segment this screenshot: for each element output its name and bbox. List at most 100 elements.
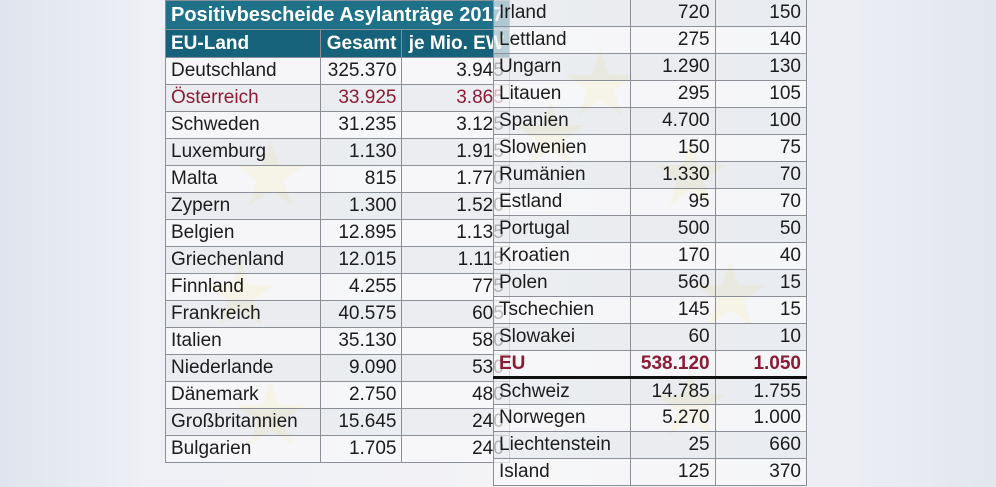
cell-total: 9.090 bbox=[319, 354, 403, 382]
cell-country: Luxemburg bbox=[165, 138, 321, 166]
cell-country: Italien bbox=[165, 327, 321, 355]
table-row: Polen 560 15 bbox=[493, 269, 808, 297]
table-row: Finnland 4.255 775 bbox=[165, 273, 510, 301]
cell-total: 275 bbox=[629, 26, 716, 54]
cell-country: Liechtenstein bbox=[493, 431, 631, 459]
cell-total: 12.895 bbox=[319, 219, 403, 247]
cell-total: 14.785 bbox=[629, 377, 716, 405]
table-row: Estland 95 70 bbox=[493, 188, 808, 216]
cell-country: Slowakei bbox=[493, 323, 631, 351]
cell-per-million: 1.050 bbox=[714, 350, 808, 379]
cell-country: Tschechien bbox=[493, 296, 631, 324]
cell-country: EU bbox=[493, 350, 631, 379]
cell-total: 95 bbox=[629, 188, 716, 216]
cell-per-million: 75 bbox=[714, 134, 808, 162]
cell-per-million: 660 bbox=[714, 431, 808, 459]
cell-total: 12.015 bbox=[319, 246, 403, 274]
cell-total: 5.270 bbox=[629, 404, 716, 432]
cell-country: Schweden bbox=[165, 111, 321, 139]
table-row: Österreich 33.925 3.865 bbox=[165, 84, 510, 112]
cell-country: Bulgarien bbox=[165, 435, 321, 463]
cell-country: Lettland bbox=[493, 26, 631, 54]
cell-total: 31.235 bbox=[319, 111, 403, 139]
cell-total: 325.370 bbox=[319, 57, 403, 85]
table-row: Luxemburg 1.130 1.915 bbox=[165, 138, 510, 166]
cell-per-million: 1.755 bbox=[714, 377, 808, 405]
cell-total: 1.330 bbox=[629, 161, 716, 189]
table-row: Bulgarien 1.705 240 bbox=[165, 435, 510, 463]
table-row: Griechenland 12.015 1.115 bbox=[165, 246, 510, 274]
cell-country: Portugal bbox=[493, 215, 631, 243]
cell-per-million: 15 bbox=[714, 296, 808, 324]
table-row: Großbritannien 15.645 240 bbox=[165, 408, 510, 436]
cell-total: 4.255 bbox=[319, 273, 403, 301]
table-row: Kroatien 170 40 bbox=[493, 242, 808, 270]
cell-per-million: 100 bbox=[714, 107, 808, 135]
table-row: Portugal 500 50 bbox=[493, 215, 808, 243]
table-row: Deutschland 325.370 3.945 bbox=[165, 57, 510, 85]
cell-per-million: 15 bbox=[714, 269, 808, 297]
cell-country: Belgien bbox=[165, 219, 321, 247]
cell-country: Großbritannien bbox=[165, 408, 321, 436]
table-row: Tschechien 145 15 bbox=[493, 296, 808, 324]
cell-total: 33.925 bbox=[319, 84, 403, 112]
cell-total: 720 bbox=[629, 0, 716, 27]
cell-total: 25 bbox=[629, 431, 716, 459]
cell-country: Slowenien bbox=[493, 134, 631, 162]
cell-total: 1.300 bbox=[319, 192, 403, 220]
cell-country: Schweiz bbox=[493, 377, 631, 405]
table-row: EU 538.120 1.050 bbox=[493, 350, 808, 379]
table-row: Litauen 295 105 bbox=[493, 80, 808, 108]
cell-country: Estland bbox=[493, 188, 631, 216]
table-row: Ungarn 1.290 130 bbox=[493, 53, 808, 81]
cell-total: 815 bbox=[319, 165, 403, 193]
cell-per-million: 140 bbox=[714, 26, 808, 54]
cell-total: 538.120 bbox=[629, 350, 716, 379]
cell-per-million: 370 bbox=[714, 458, 808, 486]
cell-total: 170 bbox=[629, 242, 716, 270]
cell-total: 150 bbox=[629, 134, 716, 162]
table-row: Island 125 370 bbox=[493, 458, 808, 486]
cell-per-million: 105 bbox=[714, 80, 808, 108]
table-row: Italien 35.130 580 bbox=[165, 327, 510, 355]
table-row: Niederlande 9.090 530 bbox=[165, 354, 510, 382]
cell-per-million: 1.135 bbox=[401, 219, 510, 247]
cell-country: Polen bbox=[493, 269, 631, 297]
cell-total: 40.575 bbox=[319, 300, 403, 328]
cell-country: Zypern bbox=[165, 192, 321, 220]
cell-total: 1.130 bbox=[319, 138, 403, 166]
table-row: Slowenien 150 75 bbox=[493, 134, 808, 162]
cell-country: Ungarn bbox=[493, 53, 631, 81]
asylum-table-right: Irland 720 150 Lettland 275 140 Ungarn 1.290 130… bbox=[493, 0, 808, 486]
cell-country: Kroatien bbox=[493, 242, 631, 270]
table-row: Lettland 275 140 bbox=[493, 26, 808, 54]
table-row: Dänemark 2.750 480 bbox=[165, 381, 510, 409]
column-header-country: EU-Land bbox=[165, 29, 321, 58]
cell-total: 4.700 bbox=[629, 107, 716, 135]
table-row: Slowakei 60 10 bbox=[493, 323, 808, 351]
cell-per-million: 50 bbox=[714, 215, 808, 243]
cell-per-million: 1.520 bbox=[401, 192, 510, 220]
cell-per-million: 1.115 bbox=[401, 246, 510, 274]
table-row: Irland 720 150 bbox=[493, 0, 808, 27]
cell-per-million: 1.770 bbox=[401, 165, 510, 193]
asylum-table-left: Positivbescheide Asylanträge 2017 EU-Lan… bbox=[165, 0, 510, 463]
cell-per-million: 3.865 bbox=[401, 84, 510, 112]
cell-per-million: 605 bbox=[401, 300, 510, 328]
cell-country: Niederlande bbox=[165, 354, 321, 382]
cell-per-million: 150 bbox=[714, 0, 808, 27]
cell-total: 295 bbox=[629, 80, 716, 108]
cell-country: Rumänien bbox=[493, 161, 631, 189]
cell-country: Finnland bbox=[165, 273, 321, 301]
cell-country: Litauen bbox=[493, 80, 631, 108]
table-row: Liechtenstein 25 660 bbox=[493, 431, 808, 459]
cell-per-million: 130 bbox=[714, 53, 808, 81]
table-row: Zypern 1.300 1.520 bbox=[165, 192, 510, 220]
column-header-per-million: je Mio. EW bbox=[401, 29, 510, 58]
table-row: Spanien 4.700 100 bbox=[493, 107, 808, 135]
table-row: Schweden 31.235 3.125 bbox=[165, 111, 510, 139]
cell-per-million: 70 bbox=[714, 161, 808, 189]
cell-per-million: 240 bbox=[401, 435, 510, 463]
cell-total: 15.645 bbox=[319, 408, 403, 436]
cell-per-million: 40 bbox=[714, 242, 808, 270]
